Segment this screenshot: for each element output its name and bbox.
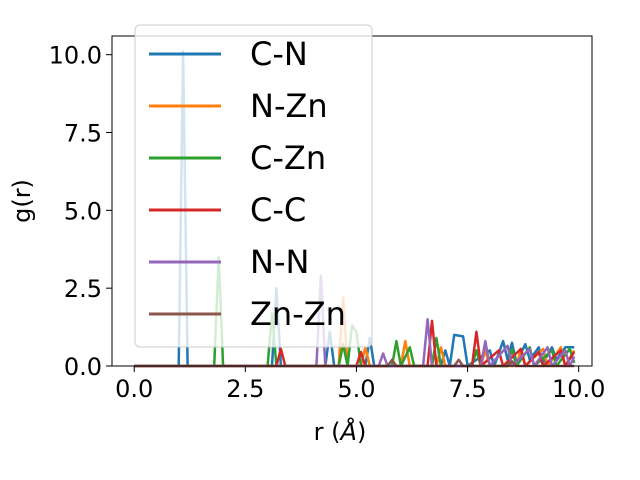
legend-label-c-c: C-C: [250, 191, 306, 229]
legend-label-zn-zn: Zn-Zn: [250, 295, 346, 333]
legend-label-n-n: N-N: [250, 243, 309, 281]
y-tick-label: 7.5: [64, 120, 102, 148]
x-tick-label: 0.0: [115, 375, 153, 403]
y-tick-label: 2.5: [64, 275, 102, 303]
x-tick-label: 7.5: [448, 375, 486, 403]
axes: 0.0 2.5 5.0 7.5 10.0 0.0 2.5 5.0 7.5 10.0 r (Å) g(r…: [8, 35, 605, 446]
x-tick-label: 2.5: [226, 375, 264, 403]
x-tick-label: 5.0: [337, 375, 375, 403]
legend: C-N N-Zn C-Zn C-C N-N Zn-Zn: [134, 24, 373, 348]
y-axis-label: g(r): [8, 179, 36, 223]
legend-label-n-zn: N-Zn: [250, 87, 328, 125]
series-line-zn-zn: [134, 358, 575, 368]
legend-label-c-n: C-N: [250, 35, 308, 73]
y-tick-label: 10.0: [49, 42, 102, 70]
x-axis-label: r (Å): [314, 417, 367, 446]
y-tick-label: 0.0: [64, 353, 102, 381]
y-tick-label: 5.0: [64, 197, 102, 225]
x-tick-label: 10.0: [552, 375, 605, 403]
legend-label-c-zn: C-Zn: [250, 139, 326, 177]
